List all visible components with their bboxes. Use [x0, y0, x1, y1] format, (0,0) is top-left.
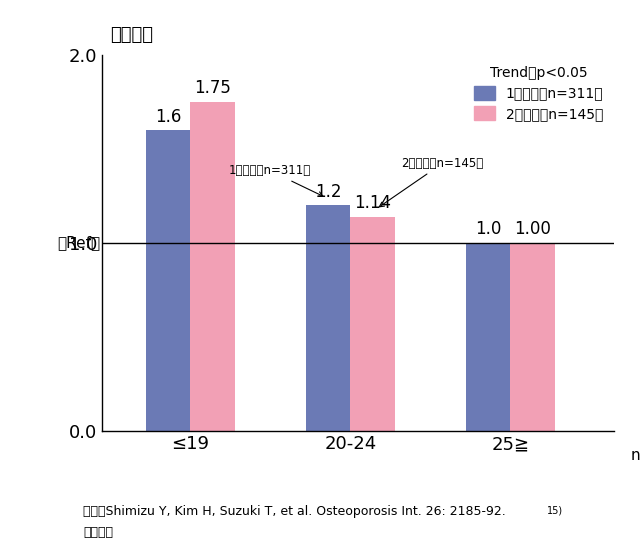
- Text: ng/ml: ng/ml: [630, 448, 640, 463]
- Text: 1.14: 1.14: [355, 194, 391, 212]
- Text: 1.75: 1.75: [195, 79, 231, 97]
- Text: 1回以上（n=311）: 1回以上（n=311）: [229, 164, 323, 196]
- Bar: [306, 205, 351, 431]
- Text: オッズ比: オッズ比: [111, 26, 154, 44]
- Bar: [465, 243, 510, 431]
- Text: 1.0: 1.0: [475, 220, 501, 238]
- Bar: [146, 130, 191, 431]
- Legend: 1回以上（n=311）, 2回以上（n=145）: 1回以上（n=311）, 2回以上（n=145）: [470, 62, 607, 125]
- Bar: [191, 102, 236, 431]
- Text: 1.2: 1.2: [315, 183, 341, 201]
- Text: 1.00: 1.00: [515, 220, 551, 238]
- Text: 出典：Shimizu Y, Kim H, Suzuki T, et al. Osteoporosis Int. 26: 2185-92.: 出典：Shimizu Y, Kim H, Suzuki T, et al. Os…: [83, 505, 506, 518]
- Text: 15): 15): [547, 505, 563, 515]
- Text: （Ref）: （Ref）: [58, 235, 101, 251]
- Bar: [511, 243, 556, 431]
- Text: 2回以上（n=145）: 2回以上（n=145）: [380, 157, 484, 207]
- Text: 1.6: 1.6: [155, 108, 181, 125]
- Bar: [351, 216, 396, 431]
- Text: より改変: より改変: [83, 526, 113, 539]
